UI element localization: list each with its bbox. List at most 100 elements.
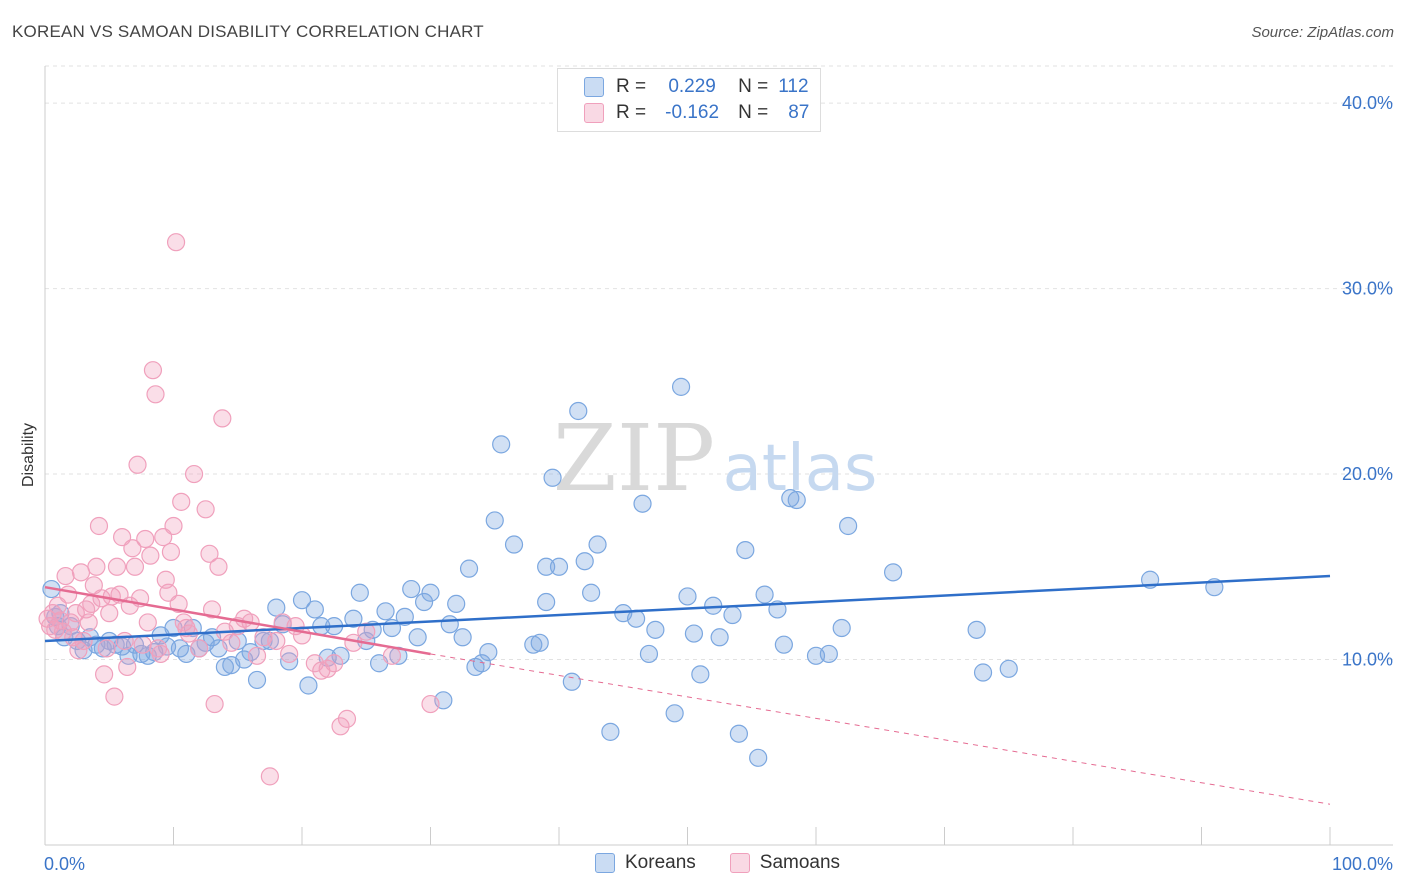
legend-swatch-koreans (584, 77, 604, 97)
y-tick-label: 10.0% (1342, 650, 1393, 670)
data-point (562, 672, 581, 691)
legend-r-label: R = (616, 76, 647, 97)
data-point (89, 516, 109, 536)
data-point (832, 618, 851, 638)
bottom-legend-label: Samoans (759, 852, 841, 873)
axes (44, 66, 1393, 846)
data-point (967, 620, 986, 639)
data-point (376, 602, 395, 621)
data-point (459, 559, 479, 578)
legend-row-samoans: R = -0.162 N = 87 (584, 101, 809, 125)
data-point (350, 583, 369, 602)
data-point (128, 455, 147, 474)
bottom-legend-swatch-samoans (729, 853, 750, 873)
data-point (146, 385, 165, 404)
source-credit: Source: ZipAtlas.com (1251, 24, 1394, 41)
data-point (569, 401, 588, 421)
data-point (100, 604, 119, 623)
data-point (331, 646, 350, 665)
data-point (646, 620, 665, 639)
data-point (395, 607, 414, 626)
bottom-legend-samoans: Samoans (729, 852, 841, 874)
trend-line-samoans (44, 585, 431, 656)
data-point (61, 613, 80, 632)
data-point (196, 500, 215, 519)
data-point (357, 622, 376, 641)
data-point (472, 654, 491, 673)
data-point (382, 646, 402, 665)
bottom-legend-label: Koreans (625, 852, 696, 873)
data-point (414, 592, 434, 612)
data-point (138, 613, 157, 632)
data-point (74, 631, 93, 651)
data-point (184, 464, 204, 484)
data-point (136, 529, 155, 549)
series-koreans (42, 377, 1224, 767)
data-point (200, 544, 219, 563)
data-point (71, 563, 91, 582)
legend-r-label: R = (616, 102, 647, 123)
series-layer (38, 233, 1224, 786)
data-point (267, 631, 286, 651)
data-point (973, 663, 993, 682)
data-point (56, 566, 75, 586)
legend: R = 0.229 N = 112 R = -0.162 N = 87 (557, 68, 821, 132)
data-point (305, 600, 324, 619)
data-point (337, 709, 357, 728)
data-point (678, 587, 697, 606)
bottom-legend-swatch-koreans (595, 853, 615, 873)
legend-n-label: N = (738, 76, 769, 97)
legend-r-value: -0.162 (665, 102, 720, 123)
data-point (530, 633, 549, 652)
data-point (154, 528, 173, 547)
data-point (537, 592, 556, 612)
data-point (280, 644, 299, 664)
legend-r-value: 0.229 (668, 76, 716, 97)
x-tick-label: 100.0% (1332, 854, 1393, 874)
data-point (421, 694, 440, 714)
data-point (787, 490, 806, 510)
legend-n-value: 87 (788, 102, 810, 123)
data-point (736, 540, 755, 560)
data-point (97, 639, 116, 658)
data-point (325, 654, 344, 673)
data-point (421, 583, 440, 602)
data-point (112, 528, 132, 547)
watermark-zip: ZIP (553, 405, 715, 512)
data-point (344, 609, 363, 628)
data-point (260, 767, 279, 786)
y-tick-label: 40.0% (1342, 93, 1393, 113)
legend-swatch-samoans (584, 103, 604, 123)
data-point (125, 557, 145, 576)
data-point (999, 659, 1018, 678)
data-point (151, 644, 170, 664)
data-point (781, 489, 800, 508)
data-point (159, 583, 178, 602)
legend-row-koreans: R = 0.229 N = 112 (584, 75, 809, 99)
data-point (107, 557, 127, 576)
data-point (485, 511, 504, 530)
data-point (588, 535, 607, 554)
data-point (123, 539, 142, 558)
data-point (118, 657, 137, 677)
data-point (883, 563, 903, 582)
data-point (492, 435, 511, 454)
data-point (575, 552, 594, 571)
data-point (331, 717, 350, 736)
bottom-legend-koreans: Koreans (595, 852, 696, 874)
data-point (774, 635, 793, 654)
data-point (710, 628, 729, 647)
data-point (524, 635, 543, 654)
data-point (209, 557, 228, 576)
data-point (292, 591, 312, 610)
data-point (222, 633, 241, 652)
data-point (755, 585, 774, 604)
y-axis-label: Disability (20, 423, 37, 487)
data-point (601, 722, 620, 741)
data-point (169, 594, 188, 613)
data-point (299, 676, 318, 695)
data-point (213, 409, 232, 428)
bottom-legend: Koreans Samoans (595, 852, 874, 874)
data-point (143, 361, 163, 380)
